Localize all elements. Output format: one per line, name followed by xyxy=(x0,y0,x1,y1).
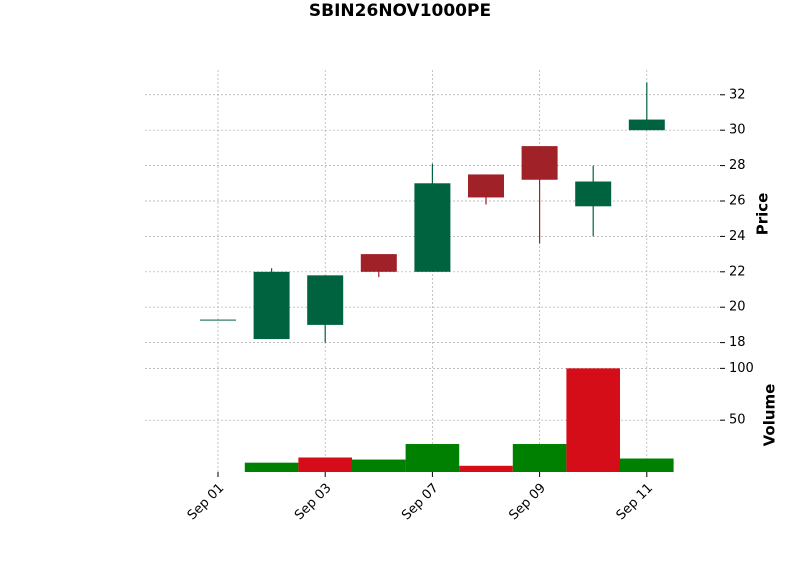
y-axis-label: Volume xyxy=(761,384,779,447)
y-tick-label: 100 xyxy=(729,361,754,376)
y-tick-label: 18 xyxy=(729,335,746,350)
volume-bar xyxy=(459,465,513,472)
volume-bar xyxy=(244,462,299,472)
candle-body xyxy=(200,319,236,321)
x-tick-label: Sep 07 xyxy=(399,481,442,524)
y-tick-label: 50 xyxy=(729,413,746,428)
chart-title: SBIN26NOV1000PE xyxy=(309,1,491,21)
volume-bar xyxy=(298,457,352,472)
candle-body xyxy=(414,183,451,272)
volume-bar xyxy=(512,444,567,472)
volume-bar xyxy=(352,459,406,472)
candle-body xyxy=(628,119,665,131)
y-tick-label: 32 xyxy=(729,87,746,102)
volume-bar xyxy=(620,458,674,472)
candle-body xyxy=(521,146,558,180)
candle-body xyxy=(307,275,344,325)
x-tick-label: Sep 01 xyxy=(185,481,228,524)
volume-bar xyxy=(405,444,460,472)
candle-body xyxy=(253,271,290,340)
y-tick-label: 30 xyxy=(729,123,746,138)
y-tick-label: 26 xyxy=(729,193,746,208)
y-tick-label: 22 xyxy=(729,264,746,279)
y-tick-label: 20 xyxy=(729,300,746,315)
y-tick-label: 28 xyxy=(729,158,746,173)
x-tick-label: Sep 03 xyxy=(292,481,335,524)
candle-body xyxy=(360,254,397,272)
volume-bar xyxy=(566,368,620,472)
candle-body xyxy=(575,181,612,207)
x-tick-label: Sep 09 xyxy=(506,481,549,524)
candle-body xyxy=(468,174,504,198)
y-axis-label: Price xyxy=(754,193,772,236)
y-tick-label: 24 xyxy=(729,229,746,244)
x-tick-label: Sep 11 xyxy=(614,481,657,524)
